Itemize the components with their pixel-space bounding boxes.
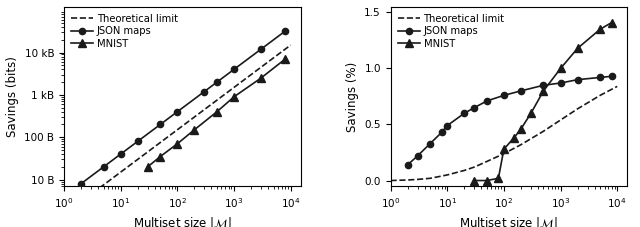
- MNIST: [517, 128, 525, 130]
- MNIST: [527, 112, 535, 115]
- JSON maps: [500, 94, 508, 97]
- Line: JSON maps: JSON maps: [78, 28, 288, 187]
- Theoretical limit: [540, 130, 547, 133]
- MNIST: [282, 58, 289, 60]
- X-axis label: Multiset size $|\mathcal{M}|$: Multiset size $|\mathcal{M}|$: [132, 215, 232, 227]
- Theoretical limit: [557, 119, 564, 121]
- JSON maps: [608, 75, 616, 78]
- Line: JSON maps: JSON maps: [404, 73, 615, 168]
- MNIST: [540, 89, 547, 92]
- JSON maps: [117, 153, 125, 155]
- JSON maps: [540, 84, 547, 87]
- JSON maps: [404, 163, 412, 166]
- Theoretical limit: [438, 175, 445, 178]
- MNIST: [230, 95, 238, 98]
- Theoretical limit: [100, 183, 108, 186]
- JSON maps: [134, 140, 141, 143]
- MNIST: [608, 21, 616, 24]
- Y-axis label: Savings (%): Savings (%): [346, 61, 358, 132]
- JSON maps: [444, 124, 451, 127]
- Theoretical limit: [117, 171, 125, 173]
- Line: MNIST: MNIST: [470, 19, 616, 184]
- MNIST: [470, 179, 478, 182]
- Theoretical limit: [144, 151, 152, 153]
- JSON maps: [282, 30, 289, 32]
- Theoretical limit: [404, 179, 412, 181]
- JSON maps: [413, 155, 421, 157]
- Theoretical limit: [517, 143, 525, 146]
- Theoretical limit: [60, 213, 68, 216]
- Y-axis label: Savings (bits): Savings (bits): [6, 56, 19, 137]
- JSON maps: [200, 90, 208, 93]
- Theoretical limit: [470, 166, 478, 168]
- Theoretical limit: [387, 179, 394, 182]
- JSON maps: [574, 78, 582, 81]
- JSON maps: [77, 182, 85, 185]
- MNIST: [500, 148, 508, 151]
- Theoretical limit: [413, 178, 421, 181]
- Legend: Theoretical limit, JSON maps, MNIST: Theoretical limit, JSON maps, MNIST: [69, 12, 180, 51]
- JSON maps: [230, 68, 238, 71]
- Theoretical limit: [483, 160, 491, 163]
- JSON maps: [483, 100, 491, 102]
- JSON maps: [596, 76, 604, 79]
- Theoretical limit: [613, 85, 621, 88]
- MNIST: [483, 179, 491, 182]
- JSON maps: [426, 142, 434, 145]
- MNIST: [510, 137, 518, 139]
- MNIST: [596, 28, 604, 31]
- Theoretical limit: [444, 174, 451, 176]
- MNIST: [574, 47, 582, 50]
- Theoretical limit: [77, 200, 85, 203]
- JSON maps: [517, 89, 525, 92]
- MNIST: [495, 177, 502, 180]
- Theoretical limit: [426, 177, 434, 180]
- Theoretical limit: [460, 169, 468, 172]
- MNIST: [213, 110, 221, 113]
- Theoretical limit: [596, 94, 604, 97]
- Theoretical limit: [500, 152, 508, 155]
- Theoretical limit: [173, 128, 181, 131]
- Theoretical limit: [257, 66, 265, 69]
- MNIST: [257, 77, 265, 79]
- MNIST: [191, 128, 198, 131]
- JSON maps: [156, 123, 164, 126]
- Line: Theoretical limit: Theoretical limit: [64, 45, 291, 215]
- JSON maps: [257, 48, 265, 51]
- MNIST: [173, 142, 181, 145]
- MNIST: [156, 155, 164, 158]
- JSON maps: [470, 106, 478, 109]
- Theoretical limit: [200, 108, 208, 111]
- X-axis label: Multiset size $|\mathcal{M}|$: Multiset size $|\mathcal{M}|$: [460, 215, 559, 227]
- Theoretical limit: [230, 86, 238, 89]
- JSON maps: [557, 82, 564, 84]
- JSON maps: [100, 165, 108, 168]
- JSON maps: [460, 112, 468, 115]
- Theoretical limit: [287, 44, 294, 46]
- Line: Theoretical limit: Theoretical limit: [390, 86, 617, 180]
- MNIST: [557, 67, 564, 70]
- MNIST: [144, 165, 152, 168]
- Theoretical limit: [574, 107, 582, 110]
- JSON maps: [213, 81, 221, 84]
- JSON maps: [438, 131, 445, 134]
- Legend: Theoretical limit, JSON maps, MNIST: Theoretical limit, JSON maps, MNIST: [396, 12, 507, 51]
- Line: MNIST: MNIST: [144, 55, 289, 171]
- JSON maps: [173, 110, 181, 113]
